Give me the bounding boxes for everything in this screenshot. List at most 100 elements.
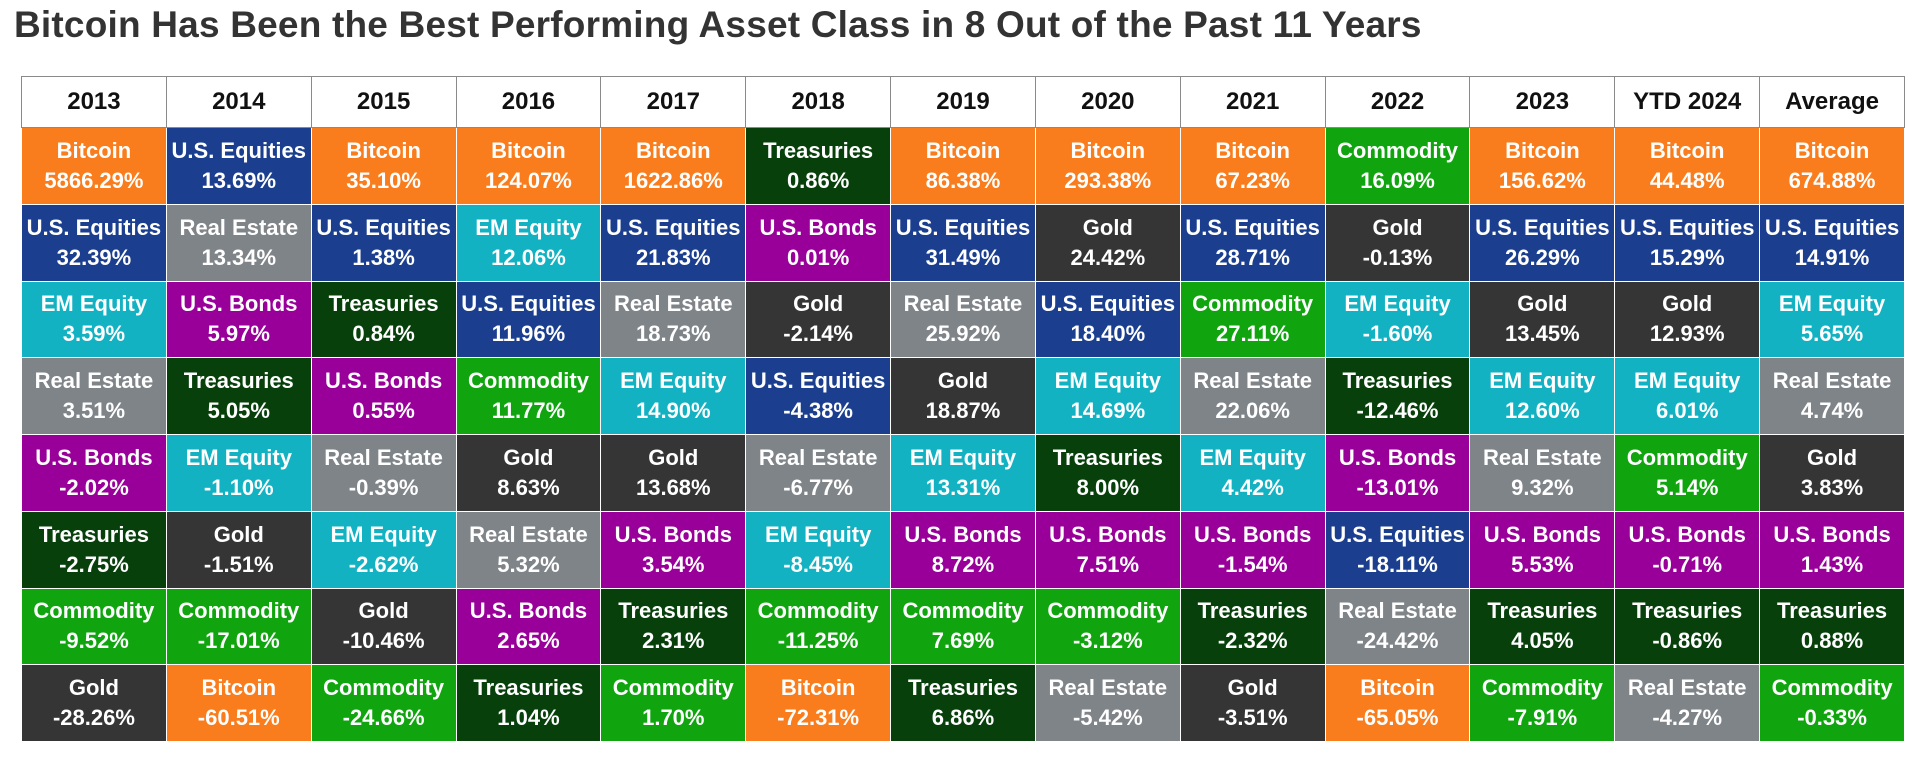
rank-row: Real Estate 3.51% Treasuries 5.05% U.S. Bond… [21,357,1905,435]
chart-title: Bitcoin Has Been the Best Performing Ass… [14,4,1422,45]
asset-return: 13.31% [925,474,1001,500]
asset-return: 7.51% [1076,551,1140,577]
asset-return: -0.86% [1652,628,1723,654]
return-cell: U.S. Bonds 5.97% [165,280,312,359]
asset-return: 18.73% [635,321,711,347]
asset-return: -65.05% [1356,705,1439,731]
return-cell: Treasuries 1.04% [455,664,602,742]
asset-name: Treasuries [328,291,439,317]
asset-name: Real Estate [34,368,154,394]
asset-name: Commodity [467,368,589,394]
return-cell: Real Estate -0.39% [310,434,457,512]
return-cell: Real Estate 5.32% [455,510,602,589]
return-cell: Real Estate 3.51% [21,357,167,435]
asset-name: Commodity [1771,675,1893,701]
return-cell: U.S. Bonds 2.65% [455,587,602,666]
asset-name: Bitcoin [346,137,421,163]
asset-return: -72.31% [777,705,860,731]
return-cell: Gold 12.93% [1614,280,1761,359]
asset-return: 27.11% [1215,321,1290,347]
asset-name: Bitcoin [1360,675,1435,701]
column-header: YTD 2024 [1614,76,1761,128]
asset-name: U.S. Equities [316,214,451,240]
asset-return: -4.27% [1652,705,1723,731]
return-cell: Bitcoin 67.23% [1179,127,1326,205]
asset-return: 1622.86% [623,167,723,193]
asset-name: Real Estate [1338,598,1457,624]
return-cell: Treasuries -12.46% [1324,357,1471,435]
returns-body: Bitcoin 5866.29% U.S. Equities 13.69% Bitcoi… [21,127,1905,742]
return-cell: U.S. Bonds -2.02% [21,434,167,512]
asset-return: -1.10% [203,474,274,500]
asset-return: -2.32% [1217,628,1288,654]
return-cell: Commodity 11.77% [455,357,602,435]
asset-name: Gold [1517,291,1568,317]
column-header: 2018 [745,76,892,128]
return-cell: U.S. Equities 28.71% [1179,203,1326,282]
return-cell: Treasuries 0.86% [745,127,892,205]
asset-name: EM Equity [1054,368,1161,394]
asset-return: 0.01% [786,244,850,270]
return-cell: Bitcoin 674.88% [1759,127,1905,205]
asset-return: -6.77% [783,474,853,500]
asset-name: U.S. Bonds [1628,521,1746,547]
return-cell: Bitcoin 44.48% [1614,127,1761,205]
asset-return: 22.06% [1215,398,1290,424]
asset-name: Commodity [902,598,1024,624]
asset-return: -60.51% [197,705,280,731]
asset-name: Bitcoin [1649,137,1725,163]
asset-name: Real Estate [758,444,878,470]
asset-name: U.S. Bonds [180,291,298,317]
return-cell: Bitcoin 5866.29% [21,127,167,205]
return-cell: Bitcoin 86.38% [890,127,1036,205]
return-cell: Bitcoin 293.38% [1034,127,1181,205]
return-cell: U.S. Bonds -1.54% [1179,510,1326,589]
year-header-row: 2013 2014 2015 2016 2017 2018 2019 2020 2021 2022… [21,76,1905,128]
asset-name: Bitcoin [636,137,711,163]
rank-row: Treasuries -2.75% Gold -1.51% EM Equity -2.62… [21,510,1905,589]
asset-return: 124.07% [485,167,572,193]
asset-name: Gold [793,291,844,317]
return-cell: Bitcoin 156.62% [1469,127,1616,205]
return-cell: Real Estate -24.42% [1324,587,1471,666]
return-cell: U.S. Bonds 8.72% [890,510,1036,589]
asset-return: -0.33% [1797,705,1867,731]
asset-return: 1.43% [1800,551,1864,577]
asset-name: U.S. Bonds [904,521,1022,547]
asset-name: Treasuries [1632,598,1743,624]
column-header: 2023 [1469,76,1616,128]
asset-return: 1.04% [497,705,560,731]
column-header: 2016 [455,76,602,128]
asset-return: -10.46% [342,628,425,654]
asset-return: 12.60% [1505,398,1580,424]
asset-name: U.S. Equities [1185,214,1320,240]
asset-name: U.S. Bonds [1194,521,1312,547]
column-header: 2022 [1324,76,1471,128]
return-cell: Commodity 5.14% [1614,434,1761,512]
asset-name: U.S. Equities [1764,214,1900,240]
return-cell: Gold 24.42% [1034,203,1181,282]
return-cell: Commodity -3.12% [1034,587,1181,666]
asset-name: U.S. Bonds [1338,444,1457,470]
asset-return: -13.01% [1356,474,1439,500]
return-cell: Treasuries 5.05% [165,357,312,435]
return-cell: Treasuries -0.86% [1614,587,1761,666]
return-cell: Treasuries 2.31% [600,587,747,666]
asset-return: 9.32% [1511,474,1574,500]
asset-return: 5.14% [1656,474,1719,500]
return-cell: Treasuries 4.05% [1469,587,1616,666]
asset-return: 2.65% [497,628,560,654]
asset-return: 16.09% [1360,167,1435,193]
asset-name: U.S. Bonds [759,214,877,240]
rank-row: EM Equity 3.59% U.S. Bonds 5.97% Treasuries 0… [21,280,1905,359]
return-cell: U.S. Equities -4.38% [745,357,892,435]
asset-name: Gold [503,444,554,470]
asset-name: Bitcoin [925,137,1001,163]
return-cell: Bitcoin -60.51% [165,664,312,742]
asset-name: EM Equity [185,444,292,470]
asset-return: 12.93% [1649,321,1725,347]
asset-name: Real Estate [469,521,588,547]
return-cell: Commodity -0.33% [1759,664,1905,742]
return-cell: EM Equity 5.65% [1759,280,1905,359]
return-cell: U.S. Equities 32.39% [21,203,167,282]
